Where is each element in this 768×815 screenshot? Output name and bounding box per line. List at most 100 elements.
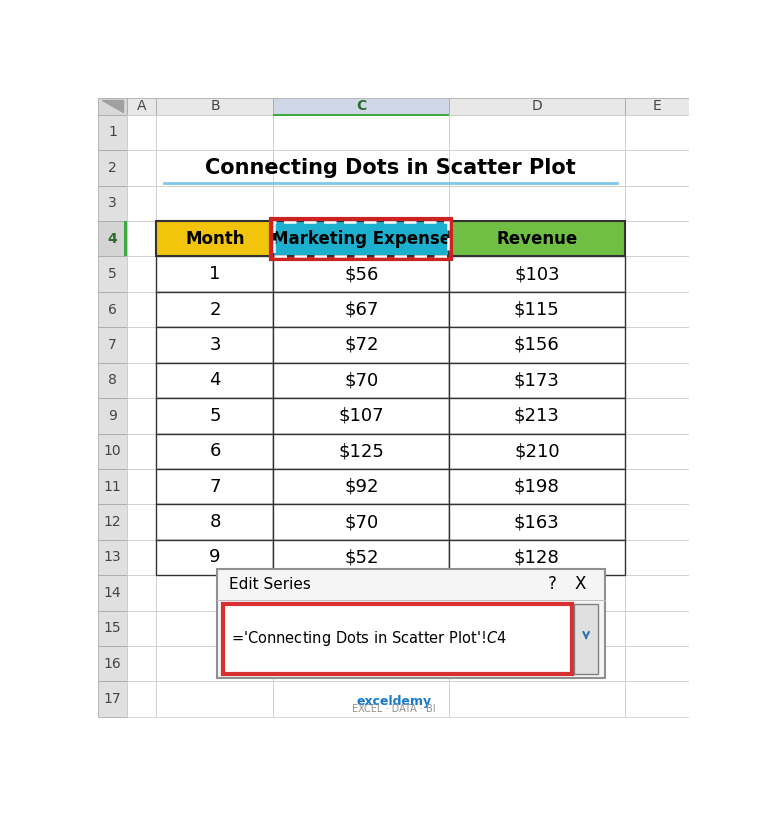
Text: C: C xyxy=(356,99,366,113)
Text: 17: 17 xyxy=(104,692,121,706)
Bar xyxy=(273,469,449,504)
Bar xyxy=(273,115,449,150)
Text: $163: $163 xyxy=(514,513,560,531)
Text: $173: $173 xyxy=(514,372,560,390)
Bar xyxy=(273,540,449,575)
Bar xyxy=(271,218,452,258)
Text: 7: 7 xyxy=(108,338,117,352)
Text: 1: 1 xyxy=(209,265,220,283)
Bar xyxy=(624,363,690,398)
Text: 5: 5 xyxy=(108,267,117,281)
Bar xyxy=(273,221,449,257)
Text: $56: $56 xyxy=(344,265,379,283)
Bar xyxy=(98,434,127,469)
Text: 8: 8 xyxy=(209,513,220,531)
Text: 2: 2 xyxy=(209,301,220,319)
Bar xyxy=(98,398,127,434)
Bar xyxy=(273,328,449,363)
Bar xyxy=(449,469,624,504)
Bar xyxy=(157,504,273,540)
Bar xyxy=(273,398,449,434)
Bar xyxy=(449,610,624,646)
Bar xyxy=(98,115,127,150)
Bar xyxy=(98,610,127,646)
Bar xyxy=(157,363,273,398)
Bar xyxy=(157,434,273,469)
Text: D: D xyxy=(531,99,542,113)
Bar xyxy=(157,257,273,292)
Polygon shape xyxy=(102,100,124,112)
Bar xyxy=(624,292,690,328)
Bar xyxy=(157,292,273,328)
Text: $156: $156 xyxy=(514,336,560,354)
Bar xyxy=(98,469,127,504)
Bar xyxy=(223,604,572,674)
Bar xyxy=(127,115,157,150)
Bar xyxy=(449,363,624,398)
Bar xyxy=(217,569,604,677)
Text: $213: $213 xyxy=(514,407,560,425)
Text: $103: $103 xyxy=(514,265,560,283)
Bar xyxy=(157,610,273,646)
Bar xyxy=(449,504,624,540)
Text: $92: $92 xyxy=(344,478,379,496)
Bar xyxy=(98,646,127,681)
Text: 10: 10 xyxy=(104,444,121,458)
Bar xyxy=(449,221,624,257)
Text: $198: $198 xyxy=(514,478,560,496)
Text: 5: 5 xyxy=(209,407,220,425)
Bar xyxy=(449,115,624,150)
Bar xyxy=(98,186,127,221)
Bar xyxy=(449,504,624,540)
Text: Marketing Expense: Marketing Expense xyxy=(272,230,451,248)
Bar xyxy=(98,540,127,575)
Bar xyxy=(157,257,273,292)
Text: exceldemy: exceldemy xyxy=(356,695,431,708)
Bar xyxy=(624,575,690,610)
Bar xyxy=(98,292,127,328)
Text: 2: 2 xyxy=(108,161,117,175)
Bar xyxy=(273,398,449,434)
Text: A: A xyxy=(137,99,147,113)
Bar xyxy=(624,221,690,257)
Bar xyxy=(127,646,157,681)
Bar xyxy=(127,98,157,115)
Bar xyxy=(273,257,449,292)
Bar xyxy=(273,504,449,540)
Text: $67: $67 xyxy=(344,301,379,319)
Bar xyxy=(273,504,449,540)
Bar xyxy=(273,328,449,363)
Text: 9: 9 xyxy=(108,409,117,423)
Bar xyxy=(449,292,624,328)
Bar xyxy=(127,434,157,469)
Bar xyxy=(449,328,624,363)
Bar xyxy=(624,150,690,186)
Text: 1: 1 xyxy=(108,126,117,139)
Bar xyxy=(273,292,449,328)
Bar xyxy=(157,150,273,186)
Text: 4: 4 xyxy=(209,372,220,390)
Bar xyxy=(273,150,449,186)
Bar xyxy=(127,292,157,328)
Bar xyxy=(157,646,273,681)
Text: $52: $52 xyxy=(344,548,379,566)
Bar xyxy=(624,398,690,434)
Text: $210: $210 xyxy=(514,443,560,460)
Bar xyxy=(157,328,273,363)
Bar xyxy=(273,575,449,610)
Bar xyxy=(449,328,624,363)
Bar xyxy=(449,257,624,292)
Bar xyxy=(449,221,624,257)
Text: EXCEL · DATA · BI: EXCEL · DATA · BI xyxy=(352,704,435,714)
Bar xyxy=(273,221,449,257)
Bar xyxy=(98,363,127,398)
Bar xyxy=(127,540,157,575)
Bar xyxy=(449,186,624,221)
Bar xyxy=(98,257,127,292)
Text: ?: ? xyxy=(548,575,557,593)
Bar xyxy=(157,469,273,504)
Bar xyxy=(127,150,157,186)
Text: 6: 6 xyxy=(108,302,117,316)
Bar xyxy=(624,681,690,717)
Bar xyxy=(127,363,157,398)
